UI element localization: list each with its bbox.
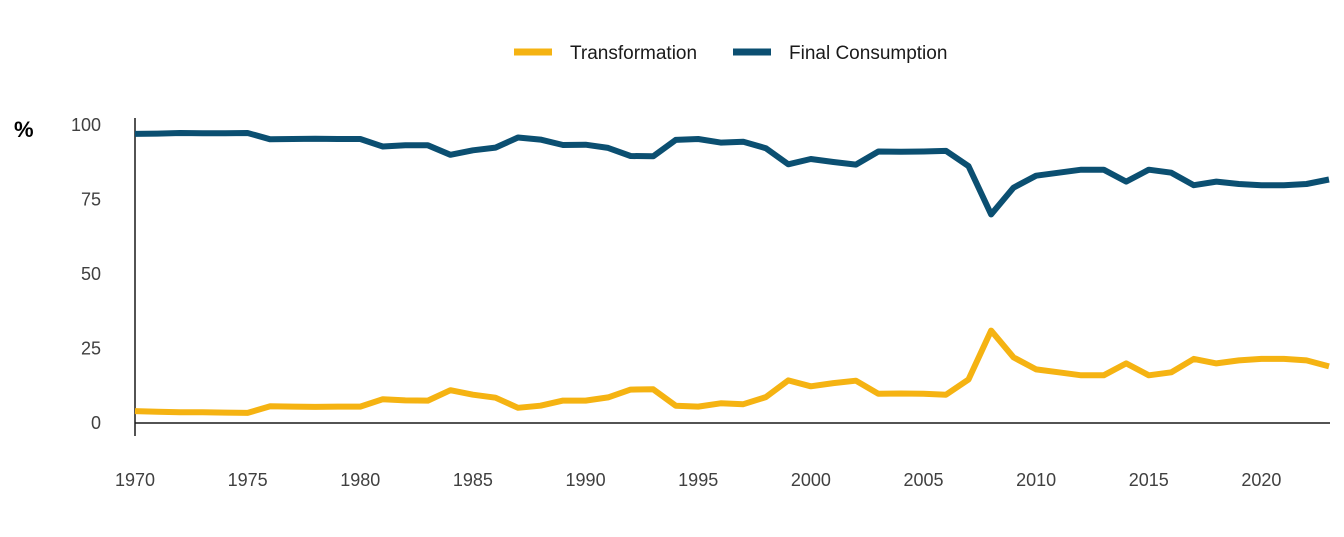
x-tick-label: 1995 [678, 470, 718, 490]
y-tick-label: 0 [91, 413, 101, 433]
x-tick-label: 1990 [566, 470, 606, 490]
x-tick-label: 1975 [228, 470, 268, 490]
series-lines [134, 130, 1330, 416]
x-tick-label: 1970 [115, 470, 155, 490]
y-tick-label: 100 [71, 115, 101, 135]
y-tick-label: 75 [81, 190, 101, 210]
series-line-final-consumption [134, 130, 1330, 218]
x-tick-label: 2020 [1241, 470, 1281, 490]
y-axis-unit-label: % [14, 117, 34, 142]
x-tick-label: 2015 [1129, 470, 1169, 490]
y-axis-ticks: 0 25 50 75 100 [71, 115, 101, 433]
y-tick-label: 50 [81, 264, 101, 284]
x-tick-label: 2010 [1016, 470, 1056, 490]
legend: Transformation Final Consumption [514, 43, 947, 64]
x-tick-label: 1985 [453, 470, 493, 490]
x-axis-ticks: 1970 1975 1980 1985 1990 1995 2000 2005 2010 2015… [115, 470, 1281, 490]
x-tick-label: 2005 [903, 470, 943, 490]
legend-label-final-consumption: Final Consumption [789, 43, 947, 64]
x-tick-label: 1980 [340, 470, 380, 490]
legend-item-transformation: Transformation [514, 43, 697, 64]
legend-label-transformation: Transformation [570, 43, 697, 64]
legend-item-final-consumption: Final Consumption [733, 43, 947, 64]
series-line-transformation [134, 327, 1330, 416]
y-tick-label: 25 [81, 339, 101, 359]
x-tick-label: 2000 [791, 470, 831, 490]
